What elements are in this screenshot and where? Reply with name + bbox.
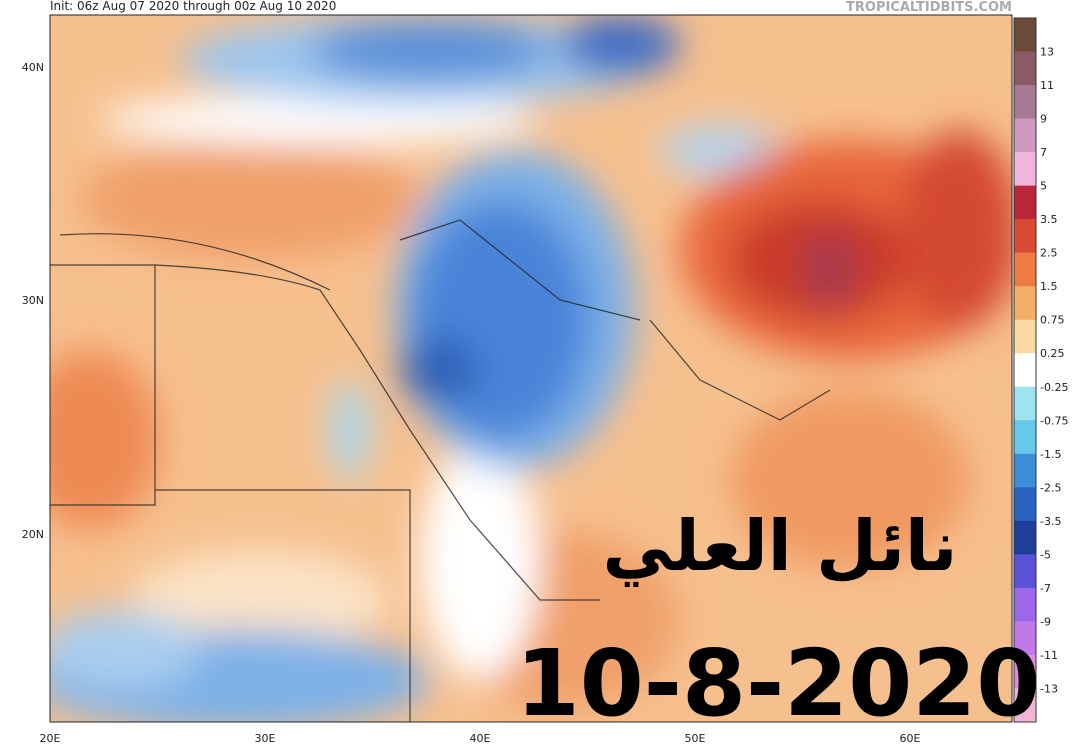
latitude-label: 20N xyxy=(22,528,44,541)
colorbar-label: -13 xyxy=(1040,682,1058,695)
colorbar-swatch xyxy=(1014,520,1036,555)
latitude-label: 30N xyxy=(22,294,44,307)
colorbar-label: -3.5 xyxy=(1040,515,1061,528)
colorbar-swatch xyxy=(1014,587,1036,622)
colorbar-swatch xyxy=(1014,51,1036,86)
colorbar-swatch xyxy=(1014,219,1036,254)
overlay-name: نائل العلي xyxy=(603,505,958,587)
colorbar-label: 9 xyxy=(1040,113,1047,126)
colorbar-swatch xyxy=(1014,554,1036,589)
colorbar-swatch xyxy=(1014,420,1036,455)
longitude-label: 40E xyxy=(470,732,491,745)
longitude-label: 20E xyxy=(40,732,61,745)
colorbar-label: 0.75 xyxy=(1040,314,1065,327)
overlay-date: 10-8-2020 xyxy=(516,630,1040,737)
colorbar-label: 11 xyxy=(1040,79,1054,92)
header-source: TROPICALTIDBITS.COM xyxy=(846,0,1012,15)
colorbar-swatch xyxy=(1014,286,1036,321)
colorbar-swatch xyxy=(1014,453,1036,488)
colorbar-swatch xyxy=(1014,487,1036,522)
colorbar-label: -1.5 xyxy=(1040,448,1061,461)
colorbar-swatch xyxy=(1014,85,1036,120)
longitude-label: 60E xyxy=(900,732,921,745)
longitude-label: 50E xyxy=(685,732,706,745)
colorbar-label: -11 xyxy=(1040,649,1058,662)
colorbar-label: 13 xyxy=(1040,46,1054,59)
colorbar-label: -0.25 xyxy=(1040,381,1068,394)
colorbar-label: -9 xyxy=(1040,615,1051,628)
colorbar: 13 11 9 7 5 3.5 2.5 1.5 0.75 0.25 -0.25 -0.75 -1.5 -2… xyxy=(1013,17,1068,723)
colorbar-label: 5 xyxy=(1040,180,1047,193)
colorbar-label: -0.75 xyxy=(1040,414,1068,427)
colorbar-swatch xyxy=(1014,386,1036,421)
colorbar-label: -2.5 xyxy=(1040,481,1061,494)
colorbar-swatch xyxy=(1014,252,1036,287)
colorbar-label: 0.25 xyxy=(1040,347,1065,360)
latitude-labels: 40N 30N 20N xyxy=(22,61,44,541)
map-border xyxy=(49,14,1013,723)
longitude-labels: 20E 30E 40E 50E 60E xyxy=(40,732,921,745)
colorbar-swatch xyxy=(1014,18,1036,53)
colorbar-border xyxy=(1013,17,1037,723)
colorbar-label: -5 xyxy=(1040,548,1051,561)
colorbar-swatch xyxy=(1014,185,1036,220)
colorbar-label: -7 xyxy=(1040,582,1051,595)
colorbar-label: 7 xyxy=(1040,146,1047,159)
colorbar-swatch xyxy=(1014,688,1036,723)
colorbar-swatch xyxy=(1014,621,1036,656)
colorbar-swatch xyxy=(1014,152,1036,187)
colorbar-label: 2.5 xyxy=(1040,247,1058,260)
colorbar-swatch xyxy=(1014,353,1036,388)
colorbar-swatch xyxy=(1014,118,1036,153)
map-area xyxy=(50,15,1012,722)
colorbar-swatch xyxy=(1014,654,1036,689)
longitude-label: 30E xyxy=(255,732,276,745)
latitude-label: 40N xyxy=(22,61,44,74)
colorbar-label: 3.5 xyxy=(1040,213,1058,226)
colorbar-swatch xyxy=(1014,319,1036,354)
header-init: Init: 06z Aug 07 2020 through 00z Aug 10… xyxy=(50,0,336,13)
colorbar-label: 1.5 xyxy=(1040,280,1058,293)
